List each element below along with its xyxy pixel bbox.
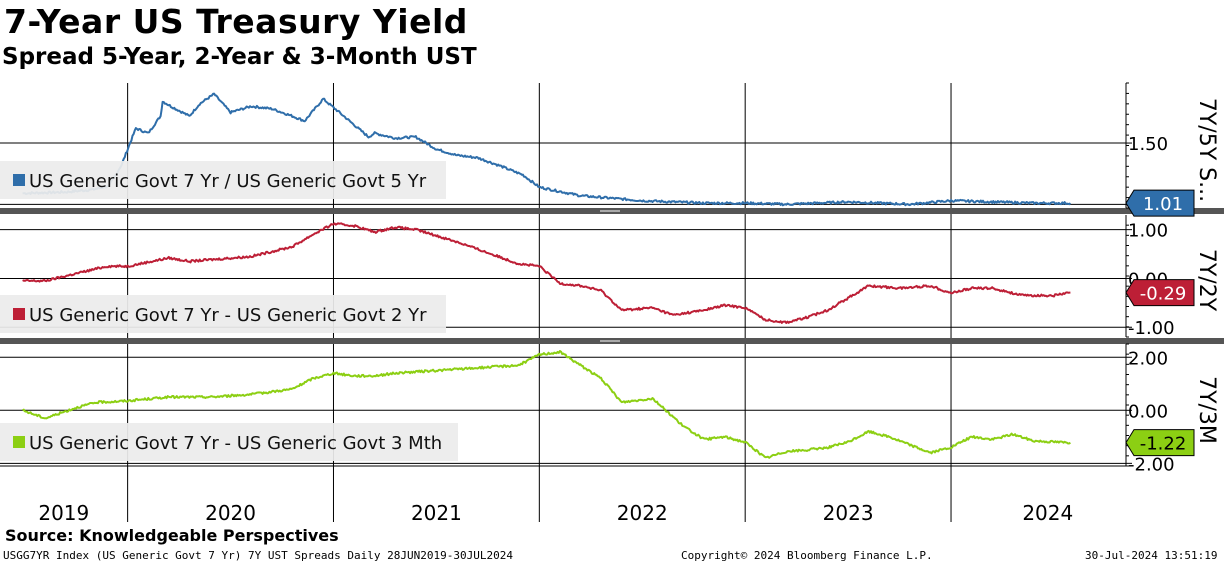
series-line [22,222,1071,324]
x-tick-label: 2021 [411,501,462,525]
legend-swatch [13,174,25,186]
chart-title: 7-Year US Treasury Yield [4,2,468,41]
legend-label: US Generic Govt 7 Yr - US Generic Govt 2… [29,305,427,326]
chart-subtitle: Spread 5-Year, 2-Year & 3-Month UST [2,44,477,70]
last-value-label: 1.01 [1143,194,1183,215]
y-tick-label: 2.00 [1128,348,1168,369]
last-value-label: -1.22 [1140,434,1187,455]
x-tick-label: 2022 [617,501,668,525]
source-note: Source: Knowledgeable Perspectives [5,526,339,545]
separator-handle [600,340,620,342]
last-value-label: -0.29 [1140,284,1187,305]
y-tick-label: -2.00 [1128,454,1175,475]
footer-copyright: Copyright© 2024 Bloomberg Finance L.P. [681,549,933,562]
y-tick-label: -1.00 [1128,318,1175,339]
y-axis-title: 7Y/2Y [1194,249,1219,312]
legend-label: US Generic Govt 7 Yr - US Generic Govt 3… [29,433,442,454]
legend-box [0,295,446,333]
last-value-tag [1125,189,1195,217]
y-tick-label: 1.50 [1128,134,1168,155]
series-line [22,92,1072,207]
y-axis-title: 7Y/3M [1194,376,1219,444]
x-tick-label: 2024 [1022,501,1073,525]
x-tick-label: 2023 [823,501,874,525]
separator-handle [600,210,620,212]
last-value-tag [1125,279,1195,307]
legend-label: US Generic Govt 7 Yr / US Generic Govt 5… [29,171,427,192]
last-value-tag [1125,429,1195,457]
y-tick-label: 0.00 [1128,401,1168,422]
y-axis-title: 7Y/5Y S... [1194,98,1219,202]
x-tick-label: 2019 [38,501,89,525]
x-tick-label: 2020 [205,501,256,525]
legend-swatch [13,436,25,448]
footer-timestamp: 30-Jul-2024 13:51:19 [1085,549,1218,562]
series-line [22,350,1071,459]
legend-box [0,161,446,199]
legend-swatch [13,308,25,320]
y-tick-label: 1.00 [1128,221,1168,242]
legend-box [0,423,458,461]
footer-index-info: USGG7YR Index (US Generic Govt 7 Yr) 7Y … [3,549,513,562]
